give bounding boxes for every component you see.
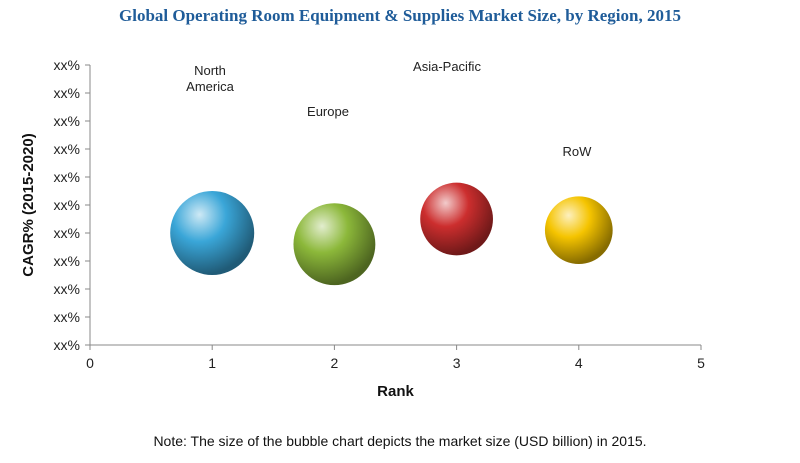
bubble-label: Europe — [307, 104, 349, 119]
y-tick-label: xx% — [54, 309, 80, 325]
y-tick-label: xx% — [54, 225, 80, 241]
y-axis-title: CAGR% (2015-2020) — [20, 133, 37, 276]
bubbles — [170, 182, 613, 286]
bubble-europe — [293, 203, 376, 286]
y-tick-label: xx% — [54, 281, 80, 297]
chart-title: Global Operating Room Equipment & Suppli… — [119, 6, 681, 25]
bubble-label: North America — [186, 63, 234, 94]
chart-note: Note: The size of the bubble chart depic… — [153, 433, 647, 449]
y-axis: xx% xx% xx% xx% xx% xx% xx% xx% xx% xx% xx% — [54, 57, 91, 353]
bubble-label: Asia-Pacific — [413, 59, 481, 74]
y-tick-label: xx% — [54, 253, 80, 269]
x-tick-label: 0 — [86, 355, 94, 371]
y-tick-label: xx% — [54, 337, 80, 353]
y-tick-label: xx% — [54, 197, 80, 213]
y-tick-label: xx% — [54, 85, 80, 101]
x-axis: 0 1 2 3 4 5 — [86, 344, 705, 371]
x-tick-label: 3 — [453, 355, 461, 371]
x-axis-title: Rank — [377, 383, 414, 400]
bubble-labels: North America Europe Asia-Pacific RoW — [186, 59, 592, 159]
x-tick-label: 2 — [331, 355, 339, 371]
x-tick-label: 5 — [697, 355, 705, 371]
y-tick-label: xx% — [54, 141, 80, 157]
y-tick-label: xx% — [54, 113, 80, 129]
bubble-label: RoW — [563, 144, 593, 159]
y-tick-label: xx% — [54, 169, 80, 185]
bubble-row — [544, 196, 613, 265]
bubble-north-america — [170, 191, 255, 275]
x-tick-label: 4 — [575, 355, 583, 371]
y-tick-label: xx% — [54, 57, 80, 73]
x-tick-label: 1 — [208, 355, 216, 371]
bubble-asia-pacific — [420, 182, 493, 256]
